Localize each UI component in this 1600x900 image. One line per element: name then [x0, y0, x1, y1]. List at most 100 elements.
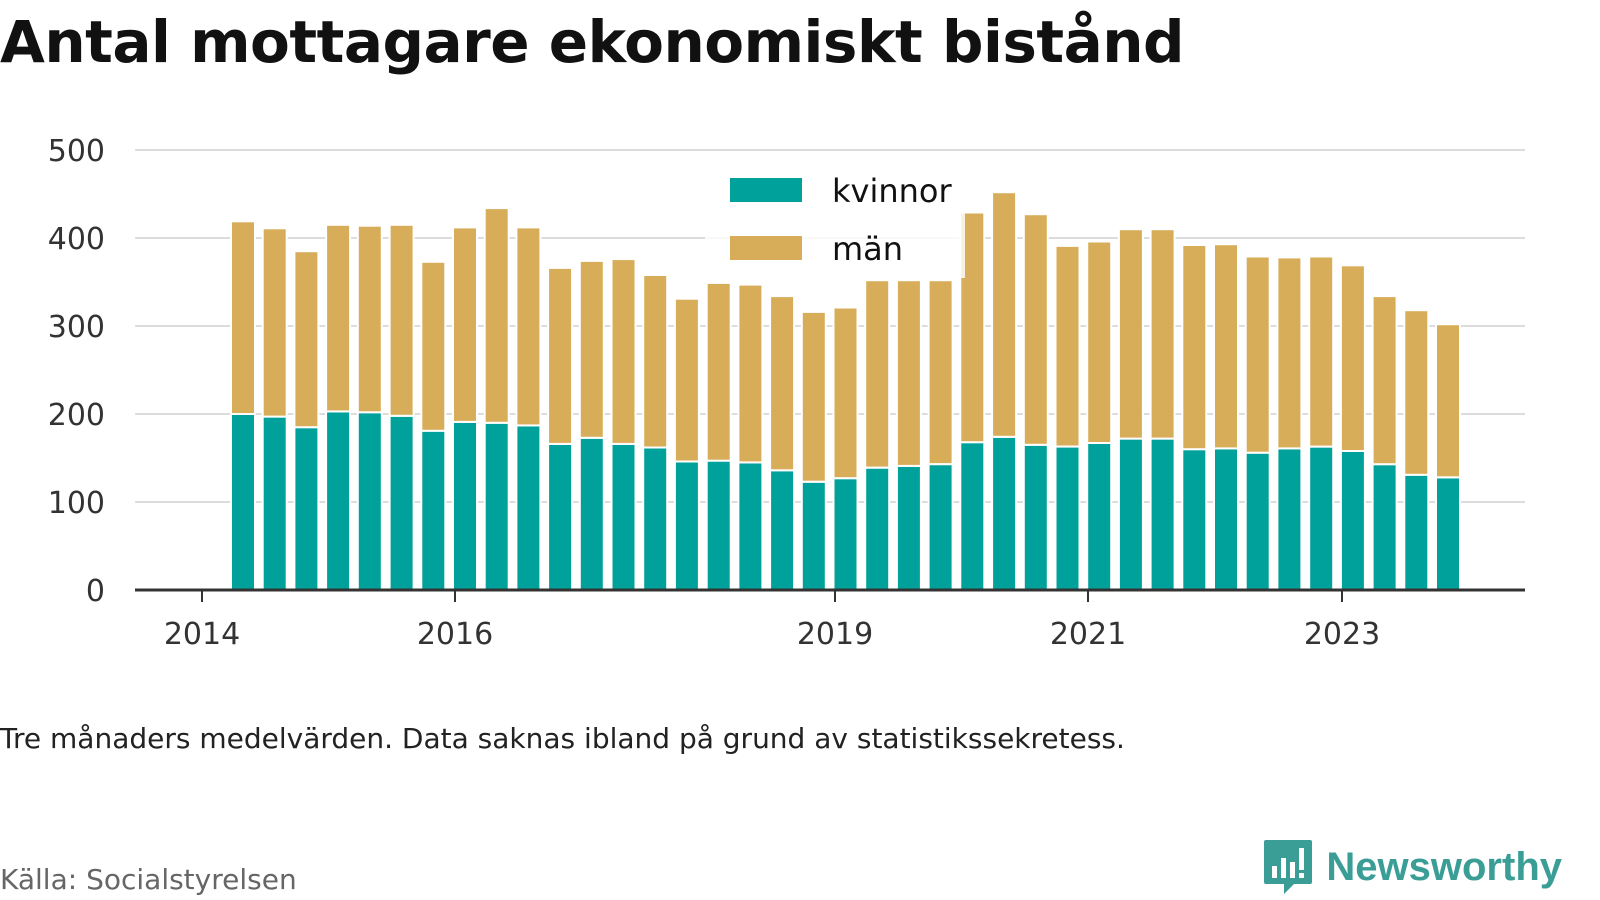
bar-man — [1371, 295, 1398, 466]
bar-kvinnor — [1149, 437, 1176, 591]
bar-man — [991, 191, 1018, 438]
bar-kvinnor — [1181, 448, 1208, 592]
legend-swatch-man — [730, 236, 802, 260]
x-tick-label: 2016 — [417, 617, 493, 652]
bar-man — [705, 281, 732, 462]
bar-man — [737, 283, 764, 464]
bar-kvinnor — [737, 461, 764, 591]
bar-man — [515, 226, 542, 427]
chart-title: Antal mottagare ekonomiskt bistånd — [0, 8, 1185, 76]
bar-kvinnor — [325, 410, 352, 591]
y-tick-label: 300 — [48, 310, 105, 345]
bar-kvinnor — [1244, 451, 1271, 592]
bar-kvinnor — [1276, 447, 1303, 591]
bar-man — [547, 266, 574, 445]
y-tick-label: 100 — [48, 486, 105, 521]
y-tick-label: 200 — [48, 398, 105, 433]
bar-man — [959, 211, 986, 444]
bar-man — [927, 279, 954, 466]
bar-kvinnor — [388, 414, 415, 591]
bar-man — [230, 220, 256, 415]
bar-kvinnor — [547, 442, 574, 591]
y-tick-label: 500 — [48, 134, 105, 169]
bar-kvinnor — [1435, 476, 1461, 591]
bar-kvinnor — [959, 441, 986, 592]
bar-man — [864, 279, 891, 469]
bar-kvinnor — [1086, 442, 1113, 591]
bar-man — [800, 310, 827, 483]
bar-man — [1213, 243, 1239, 450]
x-tick-label: 2023 — [1304, 617, 1380, 652]
legend-label-kvinnor: kvinnor — [832, 172, 953, 210]
bar-man — [578, 259, 605, 439]
bar-man — [832, 306, 859, 480]
bar-kvinnor — [991, 435, 1018, 591]
bar-man — [261, 227, 288, 418]
bar-kvinnor — [769, 469, 796, 591]
bar-kvinnor — [1022, 443, 1049, 591]
bar-kvinnor — [832, 477, 859, 592]
bar-kvinnor — [230, 413, 256, 591]
bar-man — [452, 226, 478, 423]
bar-kvinnor — [1371, 463, 1398, 592]
chart: 0 100 200 300 400 500 2014 2016 2019 2021 2023 kvi… — [48, 134, 1525, 652]
x-tick-label: 2019 — [797, 617, 873, 652]
bar-kvinnor — [642, 446, 669, 591]
bar-man — [1054, 244, 1081, 448]
bar-kvinnor — [1054, 445, 1081, 591]
legend: kvinnor män — [705, 168, 965, 278]
bar-kvinnor — [515, 424, 542, 591]
bar-kvinnor — [864, 466, 891, 592]
bar-man — [1244, 255, 1271, 454]
bar-man — [1149, 228, 1176, 440]
bar-kvinnor — [293, 426, 320, 592]
bar-kvinnor — [1339, 450, 1366, 591]
bar-kvinnor — [927, 463, 954, 592]
bar-man — [356, 224, 383, 414]
bar-man — [388, 223, 415, 417]
bar-man — [1435, 323, 1461, 479]
bar-kvinnor — [610, 442, 637, 591]
bar-man — [1339, 264, 1366, 452]
bar-man — [1181, 244, 1208, 451]
bar-kvinnor — [705, 459, 732, 591]
bar-kvinnor — [673, 460, 700, 591]
bar-man — [293, 250, 320, 429]
bar-man — [642, 274, 669, 449]
bar-man — [420, 260, 447, 432]
newsworthy-logo-icon — [1264, 840, 1313, 894]
y-tick-label: 400 — [48, 222, 105, 257]
bar-man — [483, 207, 510, 424]
brand-name: Newsworthy — [1326, 844, 1562, 889]
bar-kvinnor — [483, 421, 510, 591]
bar-man — [1308, 255, 1335, 448]
x-tick-label: 2021 — [1050, 617, 1126, 652]
bar-man — [895, 279, 922, 467]
bar-man — [1086, 240, 1113, 444]
bar-kvinnor — [1117, 437, 1144, 591]
bar-kvinnor — [420, 429, 447, 592]
y-tick-label: 0 — [86, 574, 105, 609]
bar-kvinnor — [356, 411, 383, 592]
bar-man — [325, 223, 352, 413]
bar-kvinnor — [452, 420, 478, 591]
legend-swatch-kvinnor — [730, 178, 802, 202]
bar-man — [610, 258, 637, 445]
x-tick-label: 2014 — [164, 617, 240, 652]
bar-man — [673, 297, 700, 463]
bars-layer — [230, 191, 1461, 592]
bar-man — [769, 295, 796, 472]
bar-man — [1403, 309, 1430, 476]
chart-note: Tre månaders medelvärden. Data saknas ib… — [0, 722, 1125, 755]
axis-layer: 0 100 200 300 400 500 2014 2016 2019 2021 2023 — [48, 134, 1525, 652]
bar-man — [1022, 213, 1049, 446]
bar-kvinnor — [1308, 445, 1335, 591]
bar-kvinnor — [800, 480, 827, 591]
bar-kvinnor — [1213, 447, 1239, 591]
bar-kvinnor — [895, 464, 922, 591]
bar-man — [1117, 228, 1144, 440]
legend-label-man: män — [832, 230, 903, 268]
source-credit: Källa: Socialstyrelsen — [0, 863, 297, 896]
bar-man — [1276, 256, 1303, 450]
bar-kvinnor — [261, 415, 288, 591]
